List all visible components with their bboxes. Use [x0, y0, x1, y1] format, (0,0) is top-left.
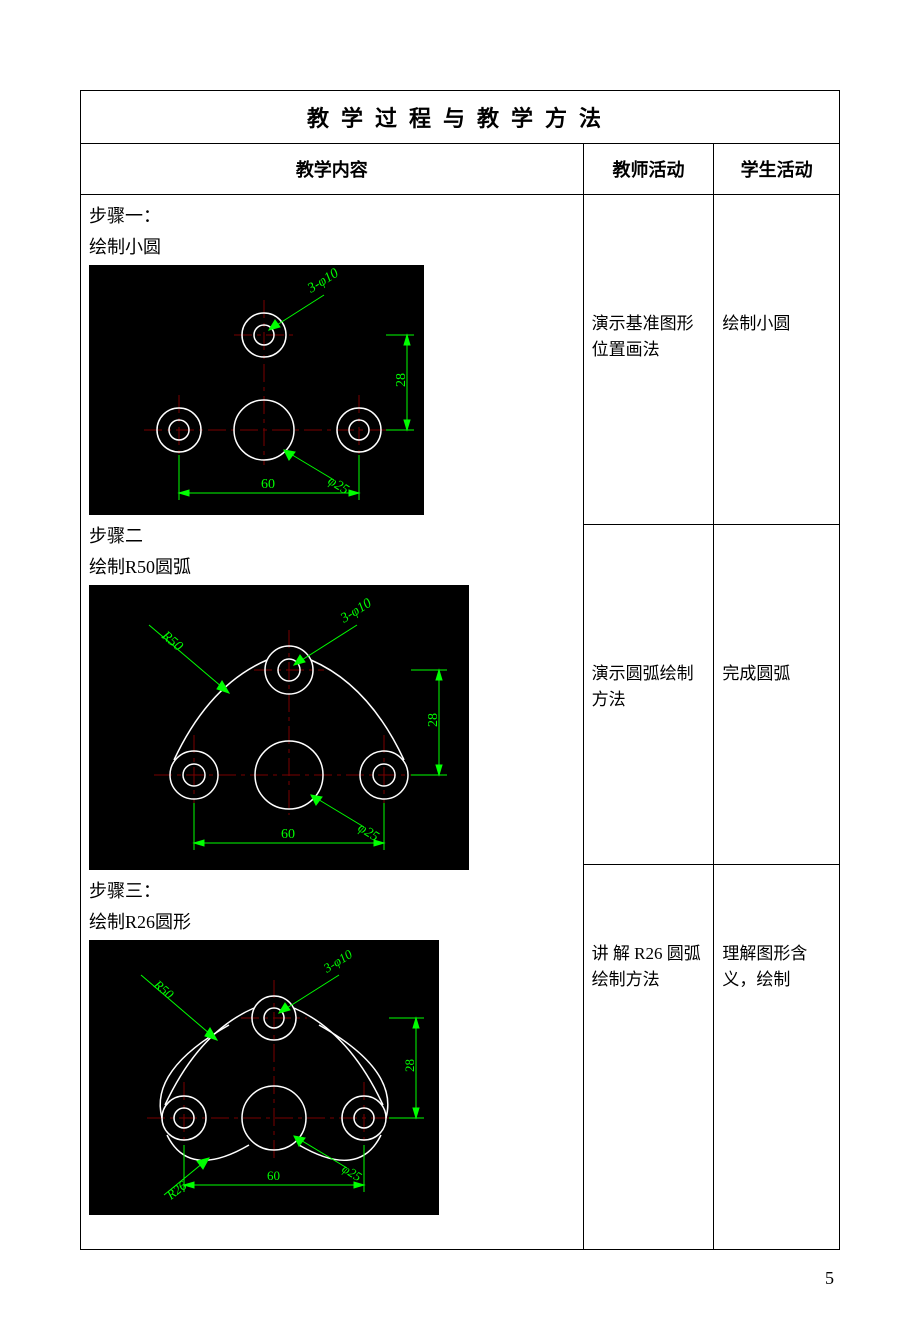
dim-28-c: 28 — [402, 1059, 417, 1072]
teacher-cell-3: 讲 解 R26 圆弧绘制方法 — [583, 865, 714, 1250]
cad-figure-1: 60 28 φ25 3-φ10 — [89, 265, 575, 515]
teacher-text-1: 演示基准图形位置画法 — [592, 311, 706, 362]
dim-28-b: 28 — [426, 713, 441, 727]
teacher-cell-1: 演示基准图形位置画法 — [583, 195, 714, 525]
student-text-2: 完成圆弧 — [722, 661, 831, 687]
cad-figure-2: 60 28 φ25 3-φ10 R50 — [89, 585, 575, 870]
col-header-student: 学生活动 — [714, 144, 840, 195]
teacher-text-3: 讲 解 R26 圆弧绘制方法 — [592, 941, 706, 992]
lesson-table: 教学过程与教学方法 教学内容 教师活动 学生活动 步骤一： 绘制小圆 — [80, 90, 840, 1250]
table-title: 教学过程与教学方法 — [81, 91, 840, 144]
teacher-text-2: 演示圆弧绘制方法 — [592, 661, 706, 712]
student-text-3: 理解图形含义，绘制 — [722, 941, 831, 992]
step1-sub: 绘制小圆 — [89, 234, 575, 261]
student-cell-3: 理解图形含义，绘制 — [714, 865, 840, 1250]
step3-sub: 绘制R26圆形 — [89, 909, 575, 936]
student-cell-2: 完成圆弧 — [714, 525, 840, 865]
page-number: 5 — [80, 1250, 840, 1289]
student-text-1: 绘制小圆 — [722, 311, 831, 337]
dim-60-b: 60 — [281, 827, 295, 842]
cad-svg-1: 60 28 φ25 3-φ10 — [89, 265, 424, 515]
page: 教学过程与教学方法 教学内容 教师活动 学生活动 步骤一： 绘制小圆 — [0, 0, 920, 1329]
cad-figure-3: 60 28 φ25 3-φ10 R50 R26 — [89, 940, 575, 1215]
table-row: 步骤一： 绘制小圆 — [81, 195, 840, 525]
dim-60-c: 60 — [267, 1168, 280, 1183]
col-header-content: 教学内容 — [81, 144, 584, 195]
step2-sub: 绘制R50圆弧 — [89, 554, 575, 581]
dim-60: 60 — [261, 477, 275, 492]
teacher-cell-2: 演示圆弧绘制方法 — [583, 525, 714, 865]
cad-svg-2: 60 28 φ25 3-φ10 R50 — [89, 585, 469, 870]
col-header-teacher: 教师活动 — [583, 144, 714, 195]
step1-title: 步骤一： — [89, 203, 575, 230]
cad-svg-3: 60 28 φ25 3-φ10 R50 R26 — [89, 940, 439, 1215]
content-cell: 步骤一： 绘制小圆 — [81, 195, 584, 1250]
dim-28: 28 — [394, 373, 409, 387]
step2-title: 步骤二 — [89, 523, 575, 550]
student-cell-1: 绘制小圆 — [714, 195, 840, 525]
step3-title: 步骤三： — [89, 878, 575, 905]
